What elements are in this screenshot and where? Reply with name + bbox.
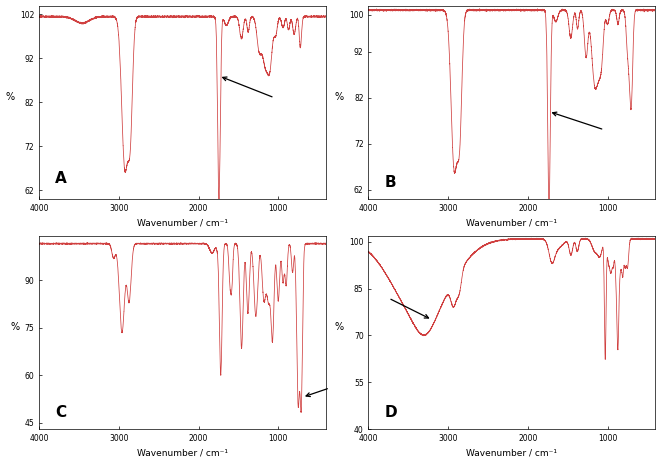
Y-axis label: %: % — [10, 322, 19, 332]
Text: B: B — [385, 175, 396, 190]
X-axis label: Wavenumber / cm⁻¹: Wavenumber / cm⁻¹ — [467, 219, 557, 227]
Text: D: D — [385, 405, 397, 419]
Text: A: A — [55, 171, 67, 186]
Y-axis label: %: % — [335, 92, 344, 102]
Text: C: C — [55, 405, 66, 419]
X-axis label: Wavenumber / cm⁻¹: Wavenumber / cm⁻¹ — [467, 449, 557, 457]
X-axis label: Wavenumber / cm⁻¹: Wavenumber / cm⁻¹ — [137, 449, 228, 457]
X-axis label: Wavenumber / cm⁻¹: Wavenumber / cm⁻¹ — [137, 219, 228, 227]
Y-axis label: %: % — [335, 322, 344, 332]
Y-axis label: %: % — [5, 92, 15, 102]
